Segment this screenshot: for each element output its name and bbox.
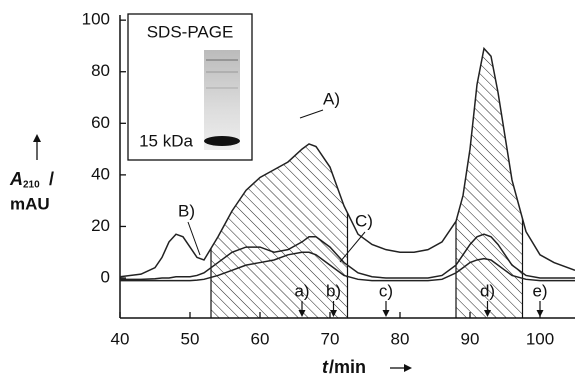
gel-lane [204,50,240,150]
series-label: B) [178,201,195,220]
series-label: C) [355,211,373,230]
x-tick-label: 100 [526,329,554,348]
series-label: A) [323,89,340,108]
x-label-unit: /min [329,357,366,377]
y-label-unit: mAU [10,194,50,213]
y-tick-label: 100 [82,10,110,29]
marker-label: c) [379,281,393,300]
marker-label: d) [480,281,495,300]
chart: 0 20 40 60 80 100 40 50 60 70 80 90 100 A) B) C) a) b) c) d… [0,0,575,385]
y-tick-label: 60 [91,113,110,132]
y-label-subscript: 210 [23,180,40,191]
y-label-symbol: A [9,169,23,189]
label-arrow-head [404,364,412,372]
x-tick-label: 80 [391,329,410,348]
marker-label: e) [532,281,547,300]
y-tick-label: 80 [91,61,110,80]
marker-label: a) [294,281,309,300]
shaded-range [456,15,523,318]
inset: SDS-PAGE 15 kDa [128,14,252,160]
marker-label: b) [326,281,341,300]
y-axis-label: A 210 / mAU [9,134,54,213]
y-tick-label: 20 [91,216,110,235]
band-label: 15 kDa [139,131,193,150]
label-leader [188,222,200,255]
label-leader [300,110,323,118]
marker-arrow-head [537,310,544,317]
x-tick-label: 60 [251,329,270,348]
x-tick-label: 70 [321,329,340,348]
inset-title: SDS-PAGE [147,22,234,41]
x-tick-label: 50 [181,329,200,348]
x-tick-label: 90 [461,329,480,348]
label-arrow-head [33,134,41,142]
marker-arrow-head [383,310,390,317]
gel-band-main [204,136,240,146]
x-label-symbol: t [322,357,329,377]
y-label-separator: / [49,169,54,189]
y-tick-label: 0 [101,268,110,287]
x-axis-label: t /min [322,357,412,377]
y-tick-label: 40 [91,164,110,183]
x-tick-label: 40 [111,329,130,348]
